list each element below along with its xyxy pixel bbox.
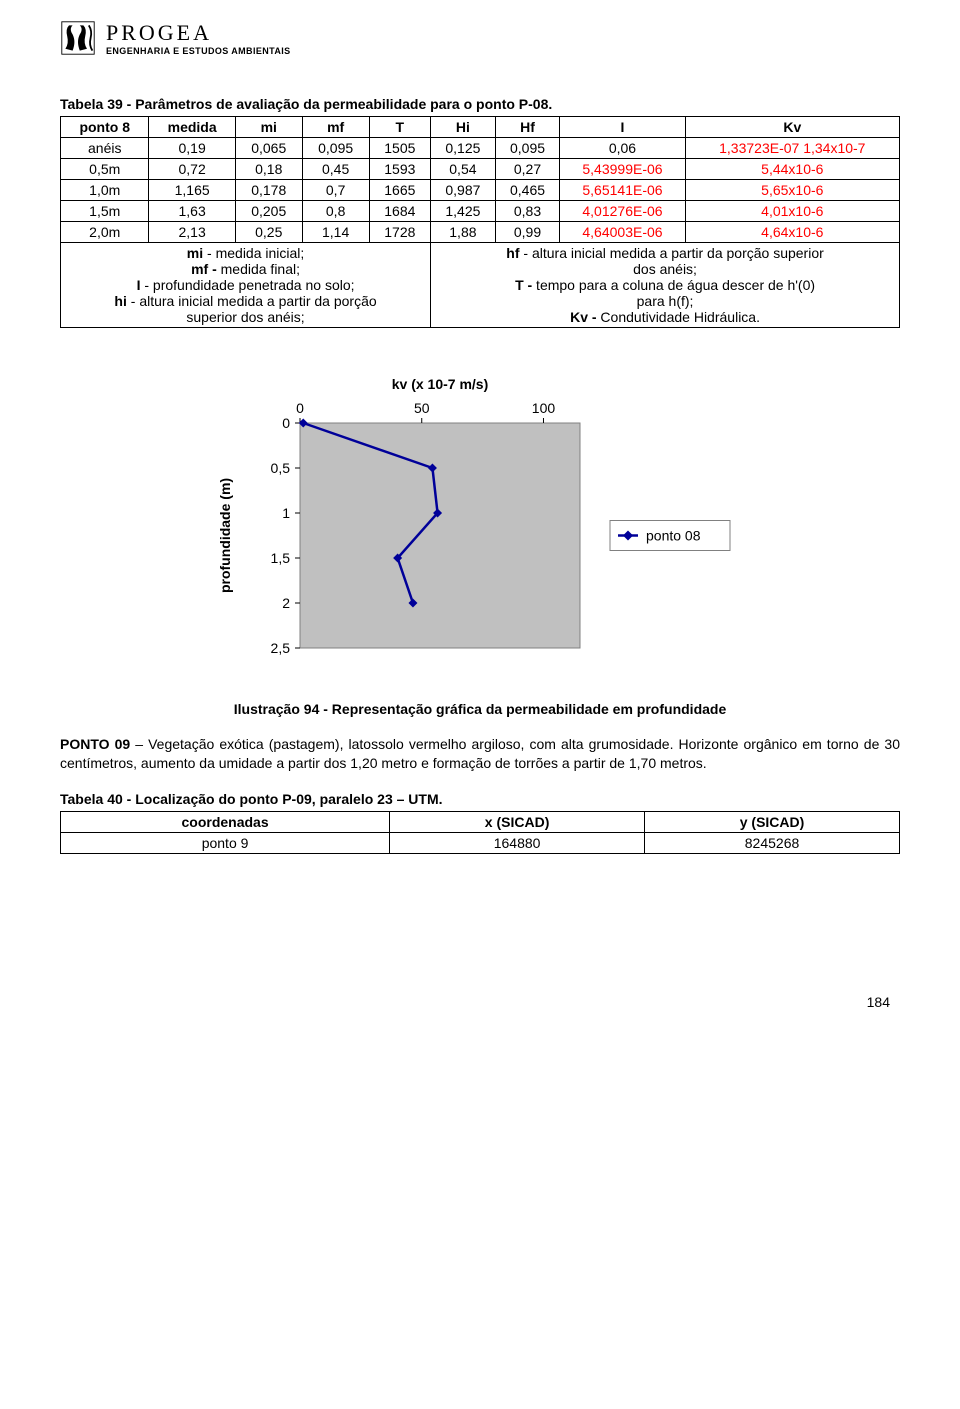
cell: 1,88 [431, 222, 496, 243]
table40-header-row: coordenadas x (SICAD) y (SICAD) [61, 811, 900, 832]
cell: 0,19 [149, 138, 235, 159]
cell: 0,99 [495, 222, 560, 243]
col-y: y (SICAD) [645, 811, 900, 832]
cell: 1,165 [149, 180, 235, 201]
chart-container: kv (x 10-7 m/s) 0 50 100 0 0,5 1 1,5 2 2,5 profund… [60, 368, 900, 671]
logo-header: PROGEA ENGENHARIA E ESTUDOS AMBIENTAIS [60, 20, 900, 56]
table39: ponto 8 medida mi mf T Hi Hf I Kv anéis0… [60, 116, 900, 328]
cell: 0,465 [495, 180, 560, 201]
cell: 1665 [369, 180, 431, 201]
document-page: PROGEA ENGENHARIA E ESTUDOS AMBIENTAIS T… [0, 0, 960, 1050]
cell: 0,7 [302, 180, 369, 201]
col-mf: mf [302, 117, 369, 138]
cell: 0,095 [302, 138, 369, 159]
svg-text:100: 100 [532, 400, 556, 416]
cell: 4,01x10-6 [685, 201, 899, 222]
ponto09-lead: PONTO 09 [60, 736, 130, 752]
cell: 4,64003E-06 [560, 222, 685, 243]
cell: 1,425 [431, 201, 496, 222]
logo-name: PROGEA [106, 20, 291, 46]
svg-text:50: 50 [414, 400, 430, 416]
col-ponto8: ponto 8 [61, 117, 149, 138]
cell: 5,65141E-06 [560, 180, 685, 201]
cell: 0,18 [235, 159, 302, 180]
cell: 164880 [390, 832, 645, 853]
cell: 0,125 [431, 138, 496, 159]
cell: 1593 [369, 159, 431, 180]
logo-subtitle: ENGENHARIA E ESTUDOS AMBIENTAIS [106, 46, 291, 56]
table39-caption: Tabela 39 - Parâmetros de avaliação da p… [60, 96, 900, 112]
col-i: I [560, 117, 685, 138]
company-logo-icon [60, 20, 96, 56]
permeability-chart: kv (x 10-7 m/s) 0 50 100 0 0,5 1 1,5 2 2,5 profund… [200, 368, 760, 668]
cell: 1,33723E-07 1,34x10-7 [685, 138, 899, 159]
cell: 5,44x10-6 [685, 159, 899, 180]
cell: 1,63 [149, 201, 235, 222]
cell: ponto 9 [61, 832, 390, 853]
cell: 5,43999E-06 [560, 159, 685, 180]
cell: 0,178 [235, 180, 302, 201]
svg-text:1: 1 [282, 505, 290, 521]
cell: 0,065 [235, 138, 302, 159]
cell: 0,27 [495, 159, 560, 180]
cell: 8245268 [645, 832, 900, 853]
page-number: 184 [60, 994, 900, 1010]
ponto09-paragraph: PONTO 09 – Vegetação exótica (pastagem),… [60, 735, 900, 773]
cell: 0,72 [149, 159, 235, 180]
cell: 0,83 [495, 201, 560, 222]
svg-text:profundidade (m): profundidade (m) [217, 478, 233, 593]
table40: coordenadas x (SICAD) y (SICAD) ponto 9 … [60, 811, 900, 854]
cell: 0,45 [302, 159, 369, 180]
cell: 0,06 [560, 138, 685, 159]
cell: 0,5m [61, 159, 149, 180]
table-row: ponto 9 164880 8245268 [61, 832, 900, 853]
table-row: 2,0m2,130,251,1417281,880,994,64003E-064… [61, 222, 900, 243]
cell: 1728 [369, 222, 431, 243]
legend-left: mi - medida inicial;mf - medida final;I … [61, 243, 431, 328]
cell: 4,01276E-06 [560, 201, 685, 222]
table-row: 1,0m1,1650,1780,716650,9870,4655,65141E-… [61, 180, 900, 201]
cell: 1,14 [302, 222, 369, 243]
svg-text:2: 2 [282, 595, 290, 611]
svg-text:0: 0 [282, 415, 290, 431]
legend-right: hf - altura inicial medida a partir da p… [431, 243, 900, 328]
table-row: anéis0,190,0650,09515050,1250,0950,061,3… [61, 138, 900, 159]
svg-text:2,5: 2,5 [271, 640, 291, 656]
ponto09-text: – Vegetação exótica (pastagem), latossol… [60, 736, 900, 771]
cell: 1505 [369, 138, 431, 159]
cell: 0,54 [431, 159, 496, 180]
cell: 1,0m [61, 180, 149, 201]
table-row: 0,5m0,720,180,4515930,540,275,43999E-065… [61, 159, 900, 180]
cell: 5,65x10-6 [685, 180, 899, 201]
table39-legend-row: mi - medida inicial;mf - medida final;I … [61, 243, 900, 328]
col-x: x (SICAD) [390, 811, 645, 832]
cell: 0,8 [302, 201, 369, 222]
col-kv: Kv [685, 117, 899, 138]
table-row: 1,5m1,630,2050,816841,4250,834,01276E-06… [61, 201, 900, 222]
cell: 1,5m [61, 201, 149, 222]
col-t: T [369, 117, 431, 138]
svg-text:0: 0 [296, 400, 304, 416]
svg-text:1,5: 1,5 [271, 550, 291, 566]
table40-caption: Tabela 40 - Localização do ponto P-09, p… [60, 791, 900, 807]
col-medida: medida [149, 117, 235, 138]
cell: 2,13 [149, 222, 235, 243]
cell: anéis [61, 138, 149, 159]
cell: 0,987 [431, 180, 496, 201]
cell: 2,0m [61, 222, 149, 243]
svg-text:kv (x 10-7 m/s): kv (x 10-7 m/s) [392, 376, 489, 392]
cell: 4,64x10-6 [685, 222, 899, 243]
col-hi: Hi [431, 117, 496, 138]
cell: 1684 [369, 201, 431, 222]
svg-text:ponto 08: ponto 08 [646, 528, 701, 544]
cell: 0,095 [495, 138, 560, 159]
svg-text:0,5: 0,5 [271, 460, 291, 476]
cell: 0,25 [235, 222, 302, 243]
illustration-caption: Ilustração 94 - Representação gráfica da… [60, 701, 900, 717]
col-mi: mi [235, 117, 302, 138]
col-hf: Hf [495, 117, 560, 138]
table39-header-row: ponto 8 medida mi mf T Hi Hf I Kv [61, 117, 900, 138]
cell: 0,205 [235, 201, 302, 222]
col-coord: coordenadas [61, 811, 390, 832]
